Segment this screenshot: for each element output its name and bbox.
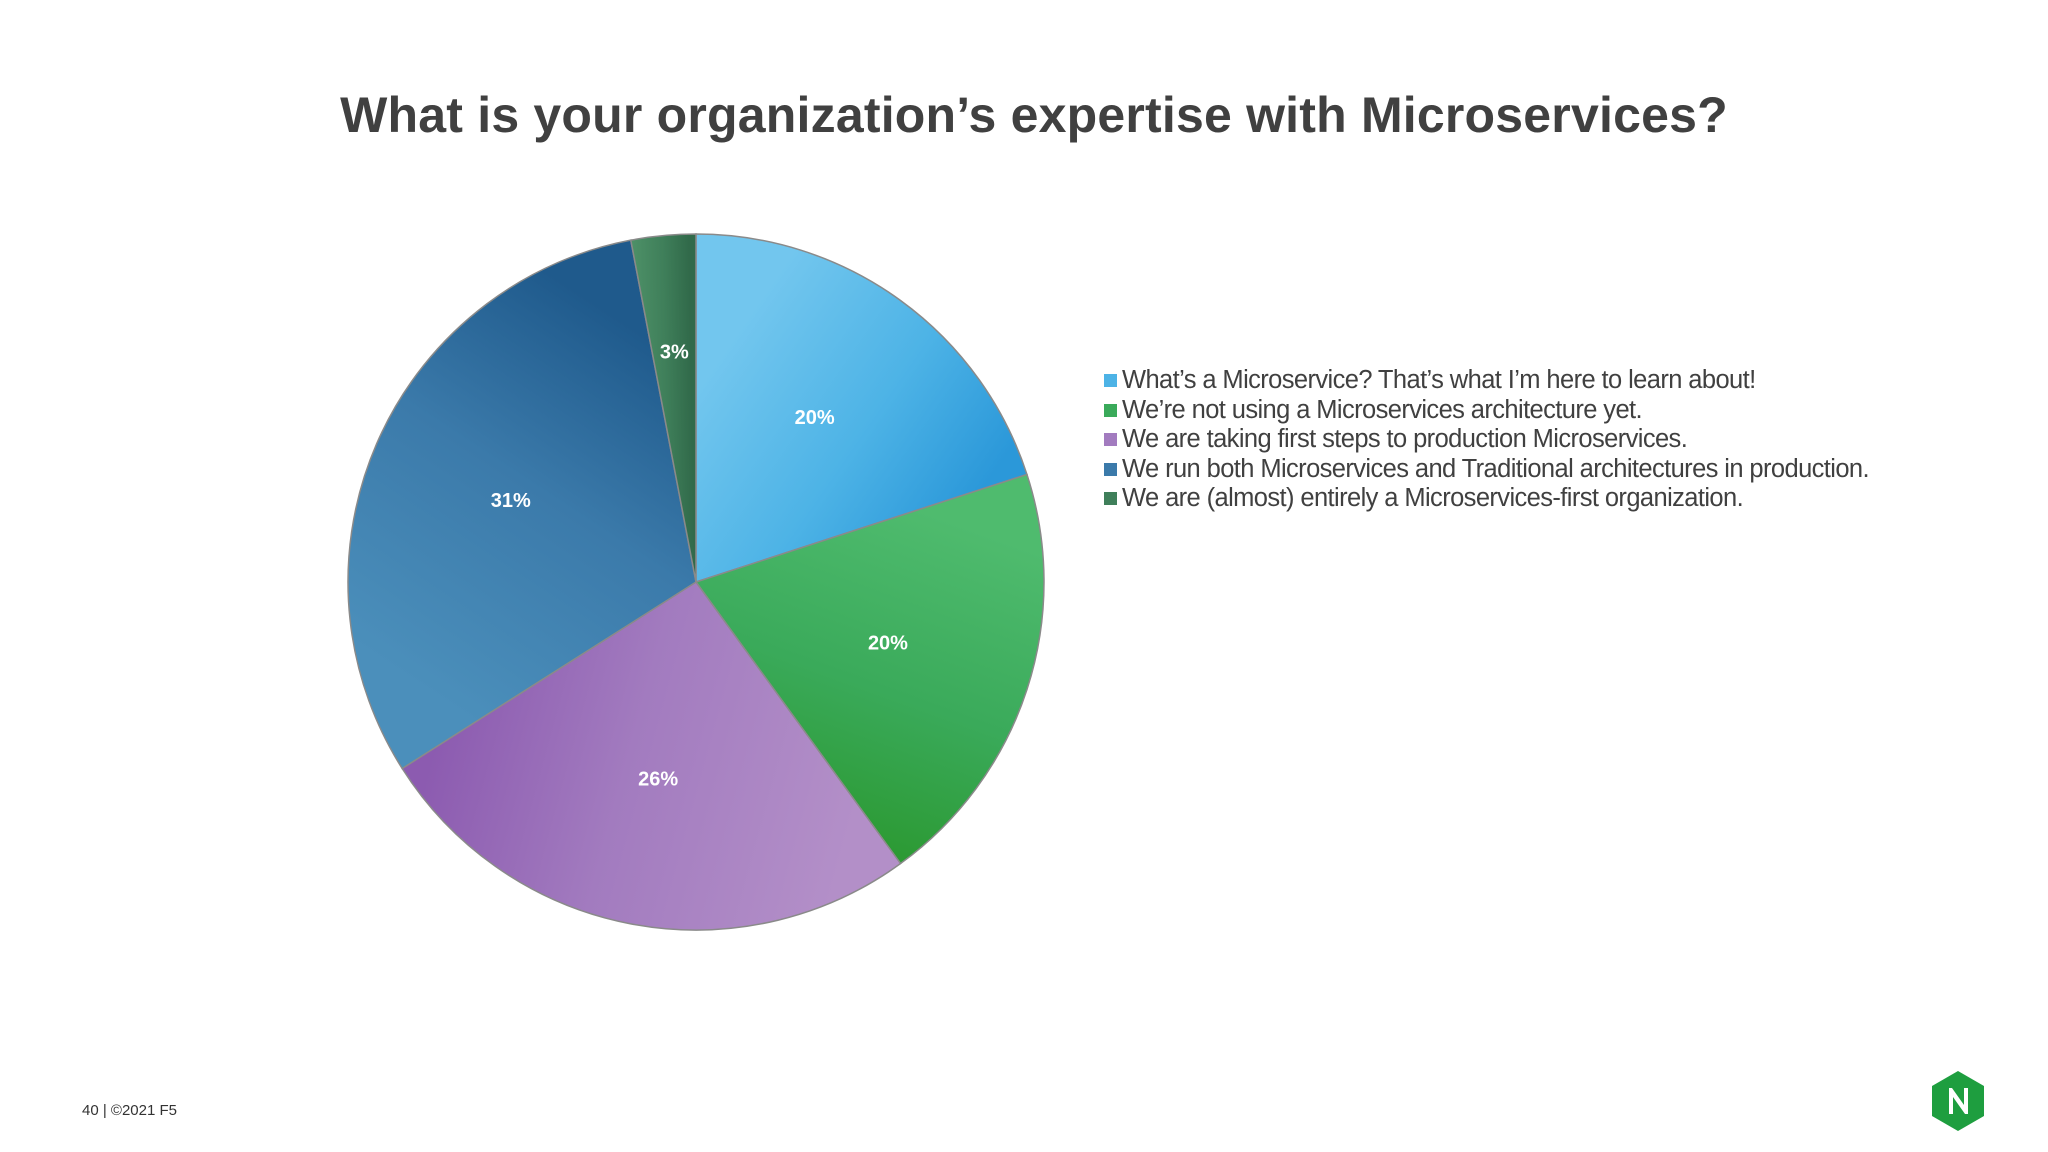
legend-item-3: We are taking first steps to production …	[1104, 425, 1869, 455]
pie-slice-4	[347, 239, 697, 770]
legend-label-3: We are taking first steps to production …	[1122, 425, 1688, 453]
legend-item-5: We are (almost) entirely a Microservices…	[1104, 484, 1869, 514]
pie-slice-3	[401, 580, 902, 931]
chart-legend: What’s a Microservice? That’s what I’m h…	[1104, 366, 1870, 514]
pie-slice-labels: 20% 20% 26% 31% 3%	[491, 342, 908, 791]
pie-slice-label-1: 20%	[795, 407, 835, 429]
pie-slice-label-4: 31%	[491, 490, 531, 512]
legend-item-2: We’re not using a Microservices architec…	[1104, 396, 1869, 426]
pie-slice-1	[695, 233, 1028, 584]
pie-slice-label-2: 20%	[868, 633, 908, 655]
legend-swatch-4	[1104, 462, 1117, 476]
legend-label-1: What’s a Microservice? That’s what I’m h…	[1122, 366, 1756, 394]
pie-slices	[347, 233, 1045, 931]
pie-slice-2	[694, 473, 1045, 865]
legend-label-2: We’re not using a Microservices architec…	[1122, 395, 1643, 424]
chart-title: What is your organization’s expertise wi…	[340, 87, 1728, 143]
page-footer: 40 | ©2021 F5	[82, 1102, 178, 1119]
nginx-logo	[1932, 1071, 1984, 1131]
pie-slice-label-3: 26%	[638, 769, 678, 791]
legend-item-4: We run both Microservices and Traditiona…	[1104, 454, 1870, 485]
legend-swatch-2	[1104, 403, 1117, 417]
legend-swatch-5	[1104, 492, 1117, 506]
legend-item-1: What’s a Microservice? That’s what I’m h…	[1104, 366, 1869, 396]
logo-n-icon	[1949, 1088, 1968, 1114]
legend-swatch-3	[1104, 433, 1117, 447]
pie-slice-5	[629, 233, 697, 583]
legend-label-5: We are (almost) entirely a Microservices…	[1122, 484, 1744, 512]
pie-slice-label-5: 3%	[660, 342, 689, 364]
legend-label-4: We run both Microservices and Traditiona…	[1122, 454, 1870, 483]
legend-swatch-1	[1104, 374, 1117, 388]
